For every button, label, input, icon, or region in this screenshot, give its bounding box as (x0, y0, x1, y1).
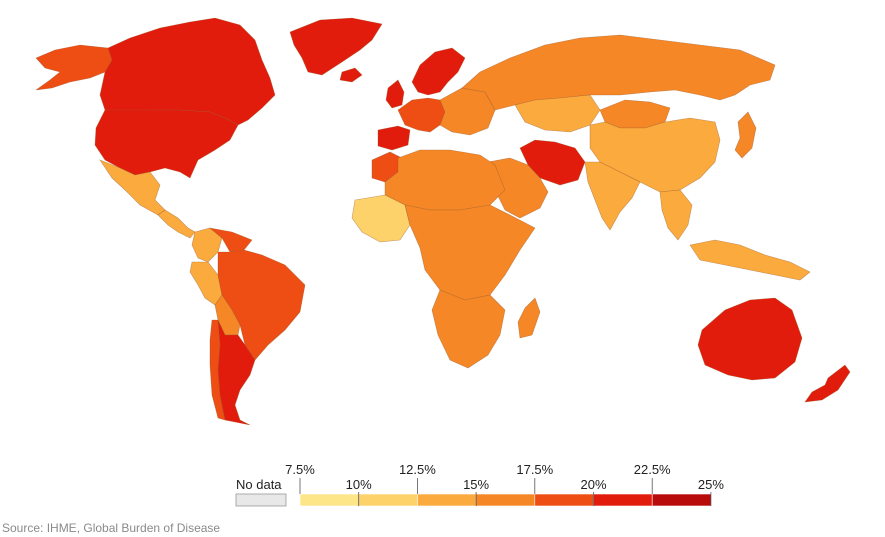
region-north-africa (384, 149, 506, 211)
region-indonesia (689, 239, 811, 281)
region-southern-africa (431, 289, 506, 369)
region-greenland (289, 17, 383, 76)
region-central-east-africa (404, 204, 536, 301)
region-madagascar (517, 297, 541, 339)
region-western-europe (397, 97, 446, 133)
legend-bin-swatch (475, 493, 536, 507)
region-australia (697, 297, 803, 381)
legend-tick-label-top: 22.5% (634, 462, 671, 477)
region-spain (377, 125, 411, 151)
legend-tick-label-bottom: 10% (346, 477, 372, 492)
region-united-kingdom (385, 79, 405, 109)
region-russia (461, 34, 776, 111)
region-iceland (339, 67, 363, 83)
legend-bin-swatch (534, 493, 594, 507)
region-arabian-peninsula (487, 157, 549, 219)
legend-labels: 7.5% 12.5% 17.5% 22.5% 10% 15% 20% 25% (285, 462, 724, 506)
region-india (584, 161, 641, 231)
legend-bin-swatch (299, 493, 360, 507)
legend-tick-label-bottom: 20% (580, 477, 606, 492)
region-argentina (217, 319, 256, 426)
region-scandinavia (411, 47, 466, 96)
region-canada (99, 17, 276, 126)
region-mexico (99, 159, 166, 216)
region-southeast-asia (659, 189, 693, 241)
region-new-zealand (804, 364, 851, 403)
region-alaska (35, 44, 113, 91)
legend-tick-label-top: 7.5% (285, 462, 315, 477)
region-west-africa (351, 194, 411, 243)
legend-tick-label-bottom: 15% (463, 477, 489, 492)
region-peru (189, 261, 223, 306)
legend-bins (299, 493, 712, 507)
legend-bin-swatch (358, 493, 418, 507)
source-note: Source: IHME, Global Burden of Disease (2, 521, 221, 535)
region-united-states (94, 109, 239, 179)
legend-bin-swatch (651, 493, 712, 507)
legend: No data 7.5% 12.5% 17.5% 22.5% 10% 15% 20% 25% (235, 462, 724, 507)
region-central-america (157, 209, 196, 239)
legend-tick-label-top: 17.5% (516, 462, 553, 477)
legend-tick-label-top: 12.5% (399, 462, 436, 477)
legend-tick-label-bottom: 25% (698, 477, 724, 492)
legend-bin-swatch (593, 493, 653, 507)
country-shapes (35, 17, 851, 426)
legend-bin-swatch (417, 493, 477, 507)
region-kazakhstan (514, 94, 601, 133)
region-japan (734, 111, 757, 159)
legend-no-data-label: No data (236, 477, 282, 492)
legend-no-data-swatch (235, 493, 287, 507)
